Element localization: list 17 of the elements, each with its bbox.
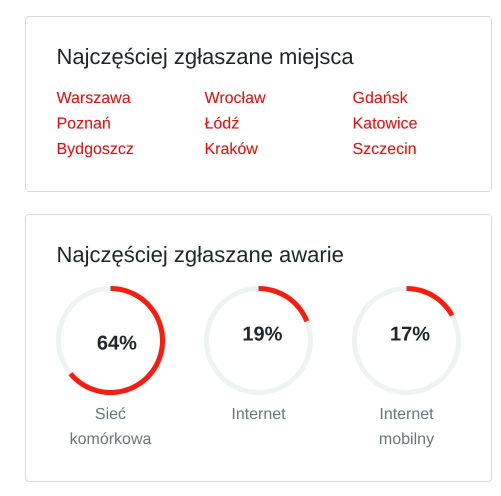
text: Internet bbox=[231, 406, 286, 423]
text: Poznań bbox=[56, 116, 111, 132]
text: Wrocław bbox=[204, 90, 266, 107]
text: Szczecin bbox=[352, 141, 417, 158]
data-label: 64% bbox=[96, 332, 138, 354]
text: Katowice bbox=[352, 116, 418, 132]
text: Sieć komórkowa bbox=[70, 406, 152, 448]
data-label: 19% bbox=[242, 324, 283, 346]
text: Warszawa bbox=[56, 90, 131, 107]
text: Bydgoszcz bbox=[56, 141, 134, 158]
data-label: 17% bbox=[390, 323, 430, 346]
text: Najczęściej zgłaszane awarie bbox=[56, 242, 344, 267]
text: Kraków bbox=[204, 141, 258, 158]
text: Internet mobilny bbox=[378, 406, 434, 448]
text: Najczęściej zgłaszane miejsca bbox=[56, 44, 354, 69]
text: Łódź bbox=[204, 116, 240, 132]
text: Gdańsk bbox=[352, 90, 409, 107]
